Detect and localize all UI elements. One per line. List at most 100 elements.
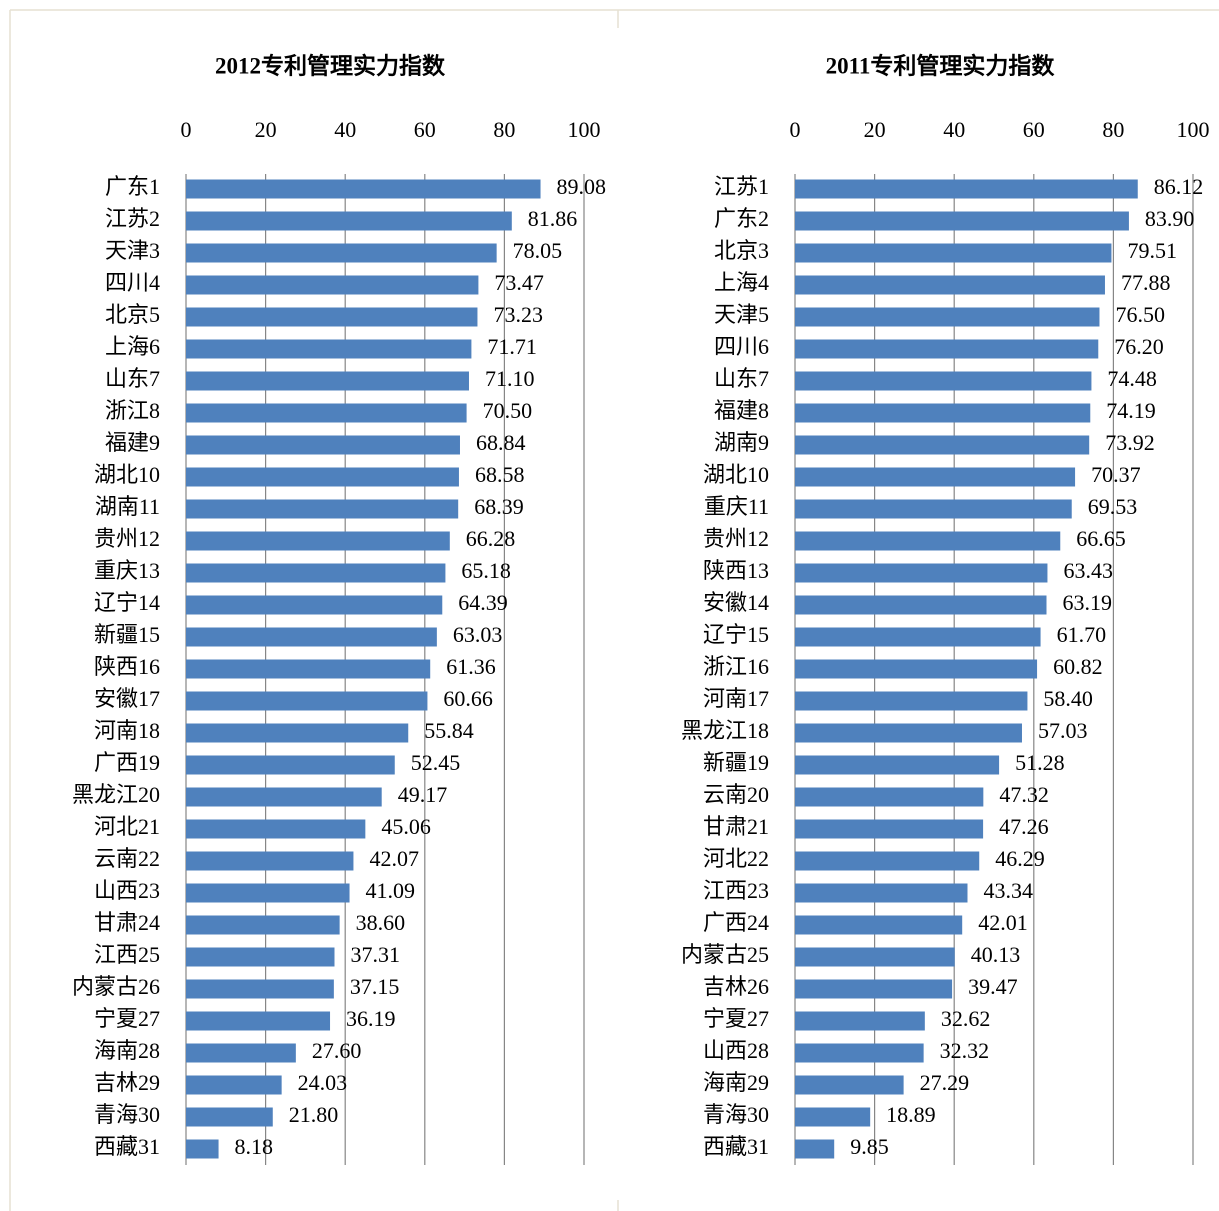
bar (795, 595, 1047, 615)
category-label: 新疆19 (703, 750, 769, 775)
bar (186, 243, 497, 263)
value-label: 86.12 (1154, 174, 1204, 199)
bar (795, 659, 1038, 679)
value-label: 76.20 (1114, 334, 1164, 359)
bar (795, 499, 1072, 519)
bar (186, 499, 459, 519)
bar (186, 819, 366, 839)
bar (795, 211, 1129, 231)
value-label: 63.43 (1063, 558, 1113, 583)
value-label: 76.50 (1115, 302, 1165, 327)
category-label: 北京3 (714, 238, 769, 263)
bar (186, 915, 340, 935)
category-label: 天津5 (714, 302, 769, 327)
category-label: 陕西16 (94, 654, 160, 679)
bar (795, 243, 1112, 263)
value-label: 32.32 (940, 1038, 990, 1063)
category-label: 吉林29 (94, 1070, 160, 1095)
category-label: 山东7 (105, 366, 160, 391)
bar (795, 787, 984, 807)
bar (795, 915, 963, 935)
value-label: 57.03 (1038, 718, 1088, 743)
value-label: 64.39 (458, 590, 508, 615)
value-label: 83.90 (1145, 206, 1195, 231)
value-label: 51.28 (1015, 750, 1065, 775)
bar (186, 659, 431, 679)
bar (186, 947, 335, 967)
bar (795, 1139, 835, 1159)
category-label: 贵州12 (703, 526, 769, 551)
value-label: 37.31 (350, 942, 400, 967)
category-label: 新疆15 (94, 622, 160, 647)
value-label: 32.62 (941, 1006, 991, 1031)
bar (186, 1011, 331, 1031)
category-label: 上海6 (105, 334, 160, 359)
bar (795, 531, 1061, 551)
x-tick-label: 100 (1177, 117, 1210, 142)
bar (795, 1075, 904, 1095)
category-label: 湖北10 (703, 462, 769, 487)
category-label: 江苏2 (105, 206, 160, 231)
category-label: 天津3 (105, 238, 160, 263)
bar (186, 1075, 282, 1095)
bar (186, 467, 459, 487)
value-label: 45.06 (381, 814, 431, 839)
category-label: 辽宁15 (703, 622, 769, 647)
value-label: 68.58 (475, 462, 524, 487)
bar (186, 1043, 296, 1063)
value-label: 21.80 (289, 1102, 339, 1127)
bar (795, 179, 1138, 199)
value-label: 43.34 (983, 878, 1032, 903)
value-label: 71.10 (485, 366, 535, 391)
value-label: 70.37 (1091, 462, 1141, 487)
bar (186, 755, 395, 775)
value-label: 40.13 (971, 942, 1021, 967)
value-label: 65.18 (461, 558, 511, 583)
bar (795, 947, 955, 967)
value-label: 78.05 (513, 238, 563, 263)
category-label: 安徽17 (94, 686, 160, 711)
bar (795, 403, 1091, 423)
x-tick-label: 0 (790, 117, 801, 142)
category-label: 河北21 (94, 814, 160, 839)
category-label: 辽宁14 (94, 590, 160, 615)
bar (795, 691, 1028, 711)
x-tick-label: 20 (255, 117, 277, 142)
category-label: 江西25 (94, 942, 160, 967)
bar (795, 307, 1100, 327)
category-label: 黑龙江18 (681, 718, 769, 743)
x-tick-label: 40 (943, 117, 965, 142)
value-label: 18.89 (886, 1102, 936, 1127)
category-label: 四川6 (714, 334, 769, 359)
bar (186, 1139, 219, 1159)
category-label: 青海30 (703, 1102, 769, 1127)
category-label: 宁夏27 (703, 1006, 769, 1031)
bar (186, 531, 450, 551)
value-label: 46.29 (995, 846, 1044, 871)
value-label: 73.23 (493, 302, 543, 327)
value-label: 39.47 (968, 974, 1018, 999)
category-label: 湖南11 (95, 494, 160, 519)
bar (186, 339, 472, 359)
value-label: 69.53 (1088, 494, 1138, 519)
category-label: 山东7 (714, 366, 769, 391)
bar (186, 1107, 273, 1127)
bar (186, 979, 334, 999)
bar (795, 371, 1092, 391)
category-label: 内蒙古26 (72, 974, 160, 999)
x-tick-label: 80 (493, 117, 515, 142)
category-label: 宁夏27 (94, 1006, 160, 1031)
category-label: 浙江16 (703, 654, 769, 679)
category-label: 浙江8 (105, 398, 160, 423)
category-label: 西藏31 (703, 1134, 769, 1159)
category-label: 上海4 (714, 270, 769, 295)
category-label: 广西19 (94, 750, 160, 775)
bar (795, 435, 1090, 455)
value-label: 66.65 (1076, 526, 1126, 551)
value-label: 68.84 (476, 430, 525, 455)
category-label: 甘肃24 (94, 910, 160, 935)
value-label: 77.88 (1121, 270, 1171, 295)
value-label: 38.60 (356, 910, 406, 935)
bar (186, 435, 460, 455)
